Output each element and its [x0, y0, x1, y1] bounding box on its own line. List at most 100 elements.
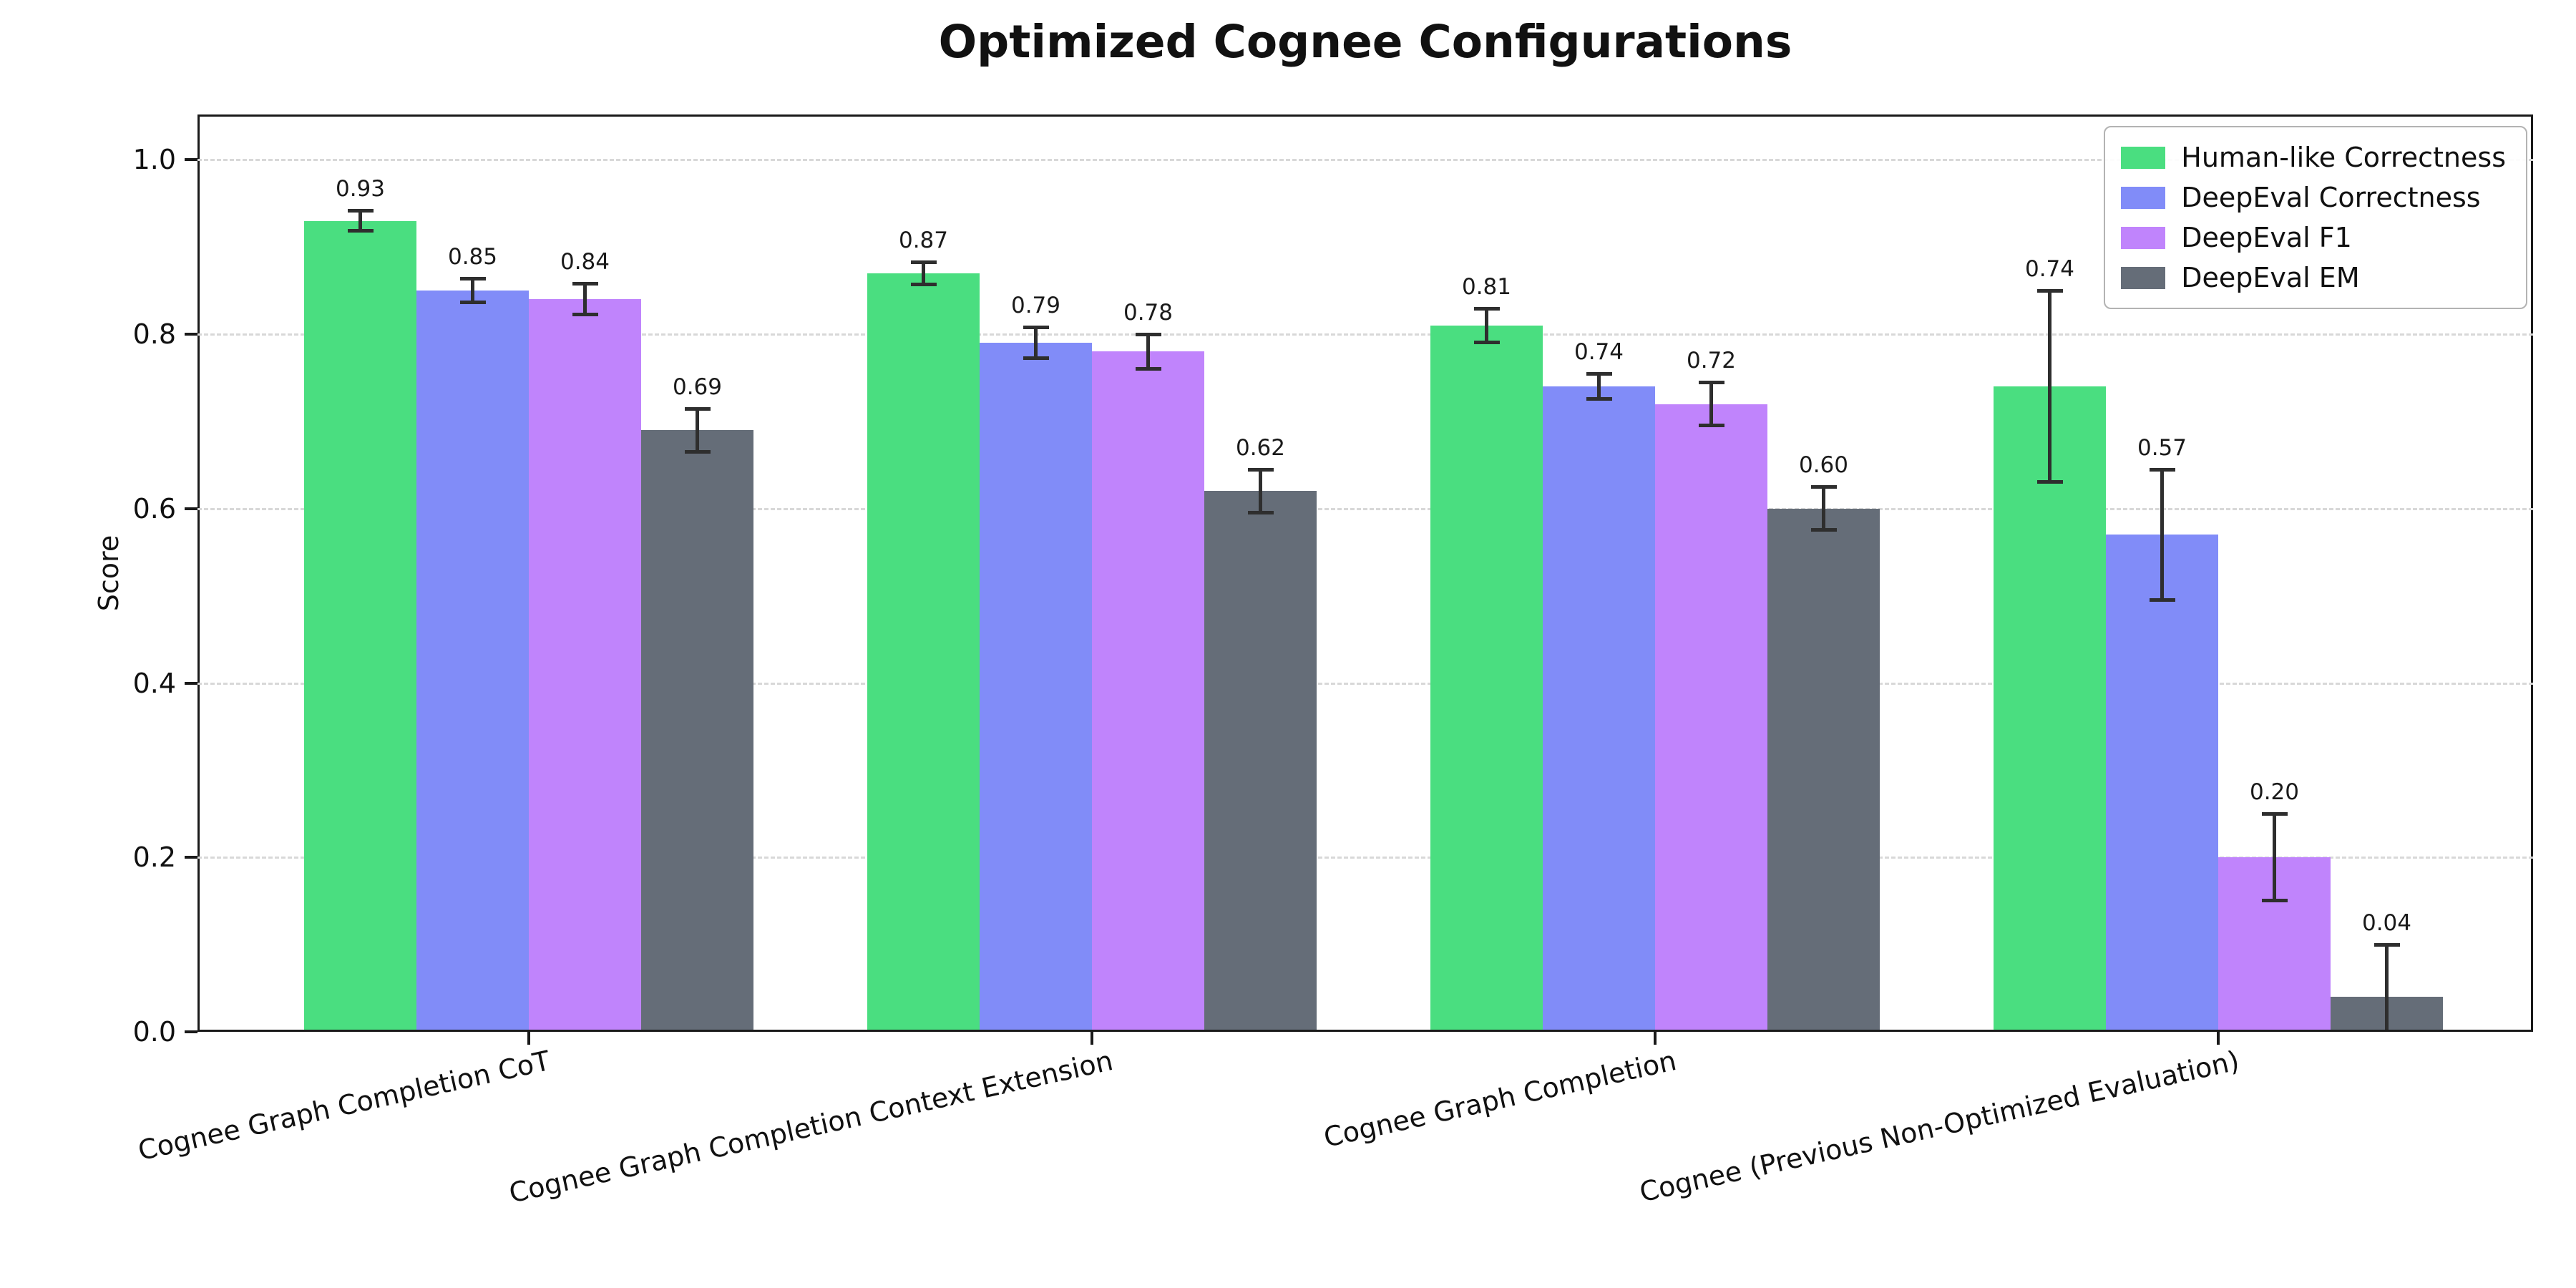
error-bar-cap-top	[2149, 467, 2175, 472]
error-bar-cap-bottom	[1810, 528, 1837, 532]
error-bar-cap-bottom	[1247, 510, 1274, 514]
bar	[641, 430, 753, 1030]
error-bar-line	[1146, 334, 1150, 369]
bar-value-label: 0.60	[1798, 452, 1849, 479]
error-bar-cap-bottom	[1586, 397, 1612, 401]
y-tick-mark	[185, 856, 197, 859]
bar-value-label: 0.20	[2249, 779, 2300, 806]
error-bar-line	[1485, 308, 1488, 343]
bar-value-label: 0.85	[447, 244, 498, 270]
y-axis-label: Score	[93, 535, 125, 612]
bar-value-label: 0.74	[2024, 256, 2075, 283]
error-bar-line	[2160, 469, 2164, 600]
error-bar-line	[2048, 291, 2051, 483]
error-bar-cap-top	[1247, 467, 1274, 472]
error-bar-line	[922, 261, 925, 285]
error-bar-cap-bottom	[2261, 899, 2288, 903]
legend-swatch	[2121, 226, 2166, 249]
error-bar-line	[471, 278, 474, 303]
error-bar-cap-bottom	[2036, 480, 2063, 484]
gridline	[197, 159, 2533, 162]
bar	[2106, 535, 2218, 1030]
error-bar-cap-bottom	[910, 282, 937, 286]
x-tick-label: Cognee Graph Completion Context Extensio…	[506, 1045, 1116, 1209]
error-bar-cap-bottom	[459, 301, 486, 305]
bar	[1767, 508, 1880, 1030]
y-tick-mark	[185, 158, 197, 162]
bar-value-label: 0.84	[560, 249, 610, 275]
error-bar-cap-top	[2261, 812, 2288, 816]
y-tick-mark	[185, 507, 197, 510]
error-bar-cap-top	[347, 209, 374, 213]
error-bar-line	[1822, 487, 1825, 531]
error-bar-cap-bottom	[684, 449, 711, 454]
legend-label: DeepEval F1	[2181, 222, 2352, 253]
x-tick-mark	[1654, 1032, 1657, 1045]
bar	[980, 343, 1092, 1030]
error-bar-cap-bottom	[572, 313, 598, 317]
error-bar-cap-bottom	[1698, 424, 1724, 428]
error-bar-cap-top	[459, 277, 486, 281]
legend-swatch	[2121, 186, 2166, 209]
bar-value-label: 0.62	[1235, 434, 1286, 461]
x-tick-mark	[2217, 1032, 2220, 1045]
bar	[1092, 351, 1204, 1030]
error-bar-cap-top	[1473, 306, 1500, 311]
legend-item: DeepEval EM	[2121, 262, 2506, 293]
error-bar-cap-top	[2036, 289, 2063, 293]
bar	[1994, 386, 2106, 1030]
x-tick-label: Cognee Graph Completion CoT	[135, 1045, 553, 1167]
bar	[1655, 404, 1767, 1030]
error-bar-cap-bottom	[1473, 341, 1500, 345]
error-bar-line	[696, 408, 699, 452]
error-bar-cap-bottom	[1135, 366, 1161, 371]
error-bar-cap-bottom	[2149, 597, 2175, 602]
y-tick-mark	[185, 333, 197, 336]
error-bar-line	[1709, 382, 1713, 426]
error-bar-cap-top	[572, 282, 598, 286]
y-tick-label: 1.0	[132, 144, 176, 176]
gridline	[197, 857, 2533, 859]
legend-swatch	[2121, 266, 2166, 289]
bar	[1543, 386, 1655, 1030]
error-bar-cap-top	[1698, 381, 1724, 385]
legend: Human-like Correctness DeepEval Correctne…	[2104, 126, 2527, 309]
legend-item: DeepEval F1	[2121, 222, 2506, 253]
error-bar-cap-bottom	[347, 229, 374, 233]
x-tick-label: Cognee (Previous Non-Optimized Evaluatio…	[1636, 1045, 2243, 1209]
x-tick-mark	[527, 1032, 530, 1045]
error-bar-line	[1034, 327, 1038, 359]
error-bar-line	[2273, 814, 2276, 902]
bar	[416, 291, 529, 1030]
legend-item: Human-like Correctness	[2121, 142, 2506, 173]
error-bar-cap-top	[2373, 943, 2400, 947]
bar	[867, 273, 980, 1030]
error-bar-cap-top	[1023, 326, 1049, 330]
bar-value-label: 0.79	[1010, 293, 1061, 319]
error-bar-line	[583, 283, 587, 316]
error-bar-line	[2385, 945, 2389, 1030]
y-tick-label: 0.4	[132, 667, 176, 699]
bar-value-label: 0.93	[335, 176, 386, 203]
legend-label: DeepEval EM	[2181, 262, 2360, 293]
legend-item: DeepEval Correctness	[2121, 182, 2506, 213]
error-bar-line	[1597, 373, 1601, 400]
bar-value-label: 0.04	[2361, 910, 2412, 937]
error-bar-line	[1259, 469, 1262, 513]
bar	[1204, 491, 1317, 1030]
legend-label: Human-like Correctness	[2181, 142, 2506, 173]
x-tick-label: Cognee Graph Completion	[1320, 1045, 1679, 1153]
error-bar-cap-top	[684, 406, 711, 411]
error-bar-cap-top	[1810, 485, 1837, 489]
gridline	[197, 507, 2533, 510]
error-bar-cap-top	[1135, 333, 1161, 337]
legend-swatch	[2121, 146, 2166, 169]
y-tick-mark	[185, 681, 197, 685]
bar	[529, 299, 641, 1030]
bar-value-label: 0.81	[1461, 273, 1512, 300]
error-bar-line	[358, 210, 362, 232]
y-tick-label: 0.0	[132, 1016, 176, 1048]
error-bar-cap-bottom	[1023, 356, 1049, 361]
gridline	[197, 682, 2533, 685]
